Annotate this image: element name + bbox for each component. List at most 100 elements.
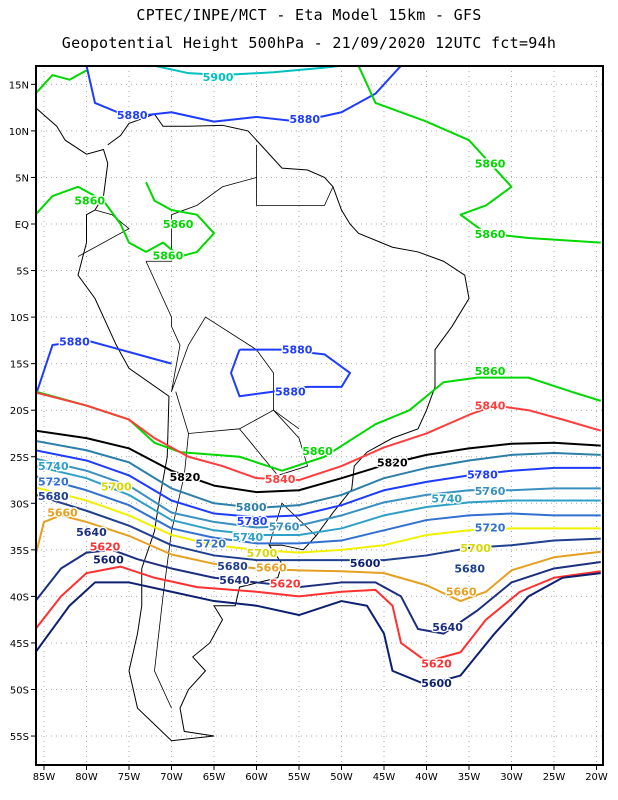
contour-5880 xyxy=(36,339,172,397)
contour-label: 5760 xyxy=(475,485,506,498)
contour-label: 5700 xyxy=(247,547,278,560)
contour-label: 5720 xyxy=(475,522,506,535)
contour-label: 5860 xyxy=(475,228,506,241)
contour-label: 5660 xyxy=(47,507,78,520)
country-border xyxy=(145,261,181,392)
contour-label: 5860 xyxy=(74,195,105,208)
x-tick-label: 75W xyxy=(118,772,141,783)
contour-label: 5820 xyxy=(377,456,408,469)
contour-label: 5720 xyxy=(38,475,69,488)
contour-label: 5700 xyxy=(101,481,132,494)
y-tick-label: 35S xyxy=(10,546,29,557)
contours xyxy=(36,66,602,686)
contour-label: 5800 xyxy=(236,501,267,514)
contour-5820 xyxy=(36,429,601,494)
contour-label: 5640 xyxy=(432,621,463,634)
y-tick-label: 15N xyxy=(9,80,29,91)
contour-5780 xyxy=(36,449,601,519)
map-frame xyxy=(35,65,604,766)
contour-5640 xyxy=(36,548,601,635)
grid xyxy=(36,66,603,765)
coastline-south-america xyxy=(36,107,470,742)
country-border xyxy=(171,316,274,434)
contour-label: 5860 xyxy=(302,445,333,458)
x-tick-label: 40W xyxy=(415,772,438,783)
contour-label: 5680 xyxy=(217,560,248,573)
contour-5860 xyxy=(357,66,601,244)
contour-5760 xyxy=(36,457,601,529)
contour-5880 xyxy=(230,348,351,398)
contour-label: 5600 xyxy=(93,554,124,567)
contour-label: 5780 xyxy=(467,468,498,481)
y-tick-label: 20S xyxy=(10,406,29,417)
contour-5860 xyxy=(36,69,87,95)
contour-5860 xyxy=(36,181,215,258)
x-tick-label: 80W xyxy=(75,772,98,783)
y-tick-label: 15S xyxy=(10,360,29,371)
y-tick-label: 10S xyxy=(10,313,29,324)
y-tick-label: EQ xyxy=(15,220,29,231)
country-border xyxy=(239,409,308,476)
contour-label: 5780 xyxy=(237,515,268,528)
y-tick-label: 55S xyxy=(10,732,29,743)
contour-label: 5860 xyxy=(475,365,506,378)
contour-label: 5760 xyxy=(269,521,300,534)
contour-label: 5680 xyxy=(454,562,485,575)
contour-5800 xyxy=(36,439,601,509)
contour-label: 5880 xyxy=(275,386,306,399)
x-tick-label: 30W xyxy=(500,772,523,783)
contour-5720 xyxy=(36,475,601,545)
contour-label: 5900 xyxy=(203,71,234,84)
x-tick-label: 25W xyxy=(543,772,566,783)
x-tick-label: 60W xyxy=(245,772,268,783)
y-tick-label: 30S xyxy=(10,499,29,510)
contour-label: 5720 xyxy=(195,537,226,550)
contour-label: 5880 xyxy=(282,344,313,357)
contour-5880 xyxy=(85,66,402,123)
coastline xyxy=(36,107,470,742)
x-tick-label: 65W xyxy=(203,772,226,783)
contour-label: 5860 xyxy=(163,218,194,231)
chart-subtitle: Geopotential Height 500hPa - 21/09/2020 … xyxy=(61,34,557,52)
contour-5900 xyxy=(154,66,342,77)
country-border xyxy=(77,209,130,257)
contour-label: 5740 xyxy=(38,460,69,473)
contour-label: 5620 xyxy=(421,657,452,670)
x-tick-label: 50W xyxy=(330,772,353,783)
contour-label: 5880 xyxy=(289,113,320,126)
chart-title: CPTEC/INPE/MCT - Eta Model 15km - GFS xyxy=(136,6,482,24)
contour-5680 xyxy=(36,494,601,562)
contour-5860 xyxy=(36,376,602,472)
y-tick-label: 10N xyxy=(9,127,29,138)
y-tick-label: 5N xyxy=(15,173,29,184)
contour-label: 5620 xyxy=(90,540,121,553)
contour-label: 5860 xyxy=(153,250,184,263)
contour-5740 xyxy=(36,465,601,536)
x-tick-label: 45W xyxy=(373,772,396,783)
contour-label: 5660 xyxy=(256,562,287,575)
x-tick-label: 85W xyxy=(33,772,56,783)
y-tick-label: 50S xyxy=(10,686,29,697)
contour-label: 5640 xyxy=(219,574,250,587)
axis-ticks: 85W 80W 75W 70W 65W 60W 55W 50W 45W 40W 35W 30W 25W 2… xyxy=(9,80,608,783)
contour-label: 5640 xyxy=(76,526,107,539)
country-border xyxy=(273,409,300,430)
contour-label: 5680 xyxy=(38,490,69,503)
y-tick-label: 40S xyxy=(10,592,29,603)
contour-5620 xyxy=(36,565,601,663)
contour-label: 5840 xyxy=(265,473,296,486)
contour-5840 xyxy=(36,391,602,482)
contour-label: 5740 xyxy=(431,493,462,506)
contour-label: 5600 xyxy=(350,557,381,570)
contour-label: 5880 xyxy=(59,335,90,348)
contour-label: 5840 xyxy=(475,400,506,413)
contour-5600 xyxy=(36,572,601,686)
contour-label: 5660 xyxy=(446,586,477,599)
contour-label: 5820 xyxy=(170,471,201,484)
contour-label: 5700 xyxy=(460,542,491,555)
contour-label: 5620 xyxy=(270,577,301,590)
x-tick-label: 70W xyxy=(160,772,183,783)
contour-labels: 5900 5880 5880 5860 5860 5860 5860 5860 5880 5880… xyxy=(37,70,507,692)
x-tick-label: 55W xyxy=(288,772,311,783)
